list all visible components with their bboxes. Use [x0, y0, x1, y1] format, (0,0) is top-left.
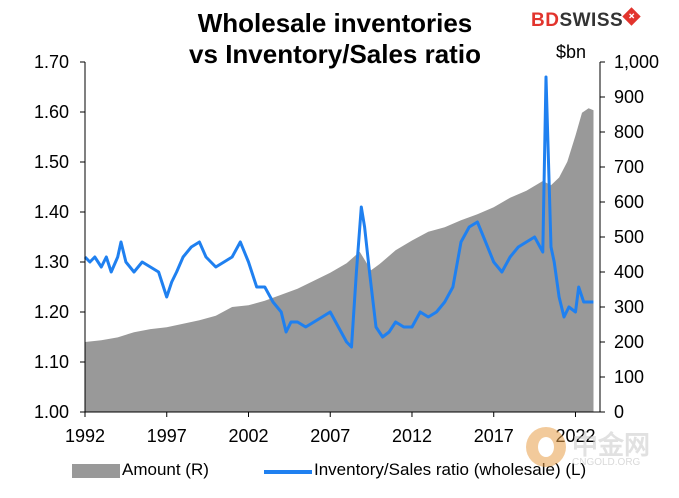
right-axis-tick-label: 1,000	[614, 52, 659, 72]
watermark-logo-icon	[526, 427, 566, 467]
x-axis-tick-label: 1992	[65, 426, 105, 446]
watermark-url: CNGOLD.ORG	[572, 457, 641, 468]
right-axis-tick-label: 800	[614, 122, 644, 142]
left-axis-tick-label: 1.70	[34, 52, 69, 72]
bdswiss-logo: BDSWISS+	[531, 7, 641, 32]
series-amount-area	[85, 108, 594, 412]
x-axis-tick-label: 2002	[228, 426, 268, 446]
chart-title: Wholesale inventories vs Inventory/Sales…	[150, 8, 520, 70]
chart-title-line-2: vs Inventory/Sales ratio	[189, 39, 481, 69]
right-axis-tick-label: 500	[614, 227, 644, 247]
chart-title-line-1: Wholesale inventories	[197, 8, 473, 38]
right-axis-tick-label: 100	[614, 367, 644, 387]
right-axis-tick-label: 600	[614, 192, 644, 212]
x-axis-tick-label: 2007	[310, 426, 350, 446]
left-axis-tick-label: 1.30	[34, 252, 69, 272]
brand-swiss: SWISS	[559, 10, 624, 31]
watermark: 中金网 CNGOLD.ORG	[520, 425, 670, 485]
right-axis-tick-label: 900	[614, 87, 644, 107]
right-axis-tick-label: 0	[614, 402, 624, 422]
right-axis-unit: $bn	[556, 42, 587, 62]
x-axis-tick-label: 2022	[555, 426, 595, 446]
brand-bd: BD	[531, 10, 560, 31]
legend-label-area: Amount (R)	[122, 460, 209, 479]
left-axis-tick-label: 1.50	[34, 152, 69, 172]
left-axis-tick-label: 1.40	[34, 202, 69, 222]
x-axis-tick-label: 2017	[474, 426, 514, 446]
watermark-text: 中金网	[572, 430, 651, 460]
legend-swatch-line	[264, 470, 312, 474]
series-inventory-sales-ratio-line	[83, 75, 594, 349]
right-axis-tick-label: 400	[614, 262, 644, 282]
right-axis-tick-label: 700	[614, 157, 644, 177]
right-axis-tick-label: 300	[614, 297, 644, 317]
legend-label-line: Inventory/Sales ratio (wholesale) (L)	[314, 460, 587, 479]
left-axis-tick-label: 1.00	[34, 402, 69, 422]
legend-swatch-area	[72, 464, 120, 478]
left-axis-tick-label: 1.20	[34, 302, 69, 322]
x-axis-tick-label: 1997	[147, 426, 187, 446]
right-axis-tick-label: 200	[614, 332, 644, 352]
x-axis-tick-label: 2012	[392, 426, 432, 446]
left-axis-tick-label: 1.10	[34, 352, 69, 372]
left-axis-tick-label: 1.60	[34, 102, 69, 122]
